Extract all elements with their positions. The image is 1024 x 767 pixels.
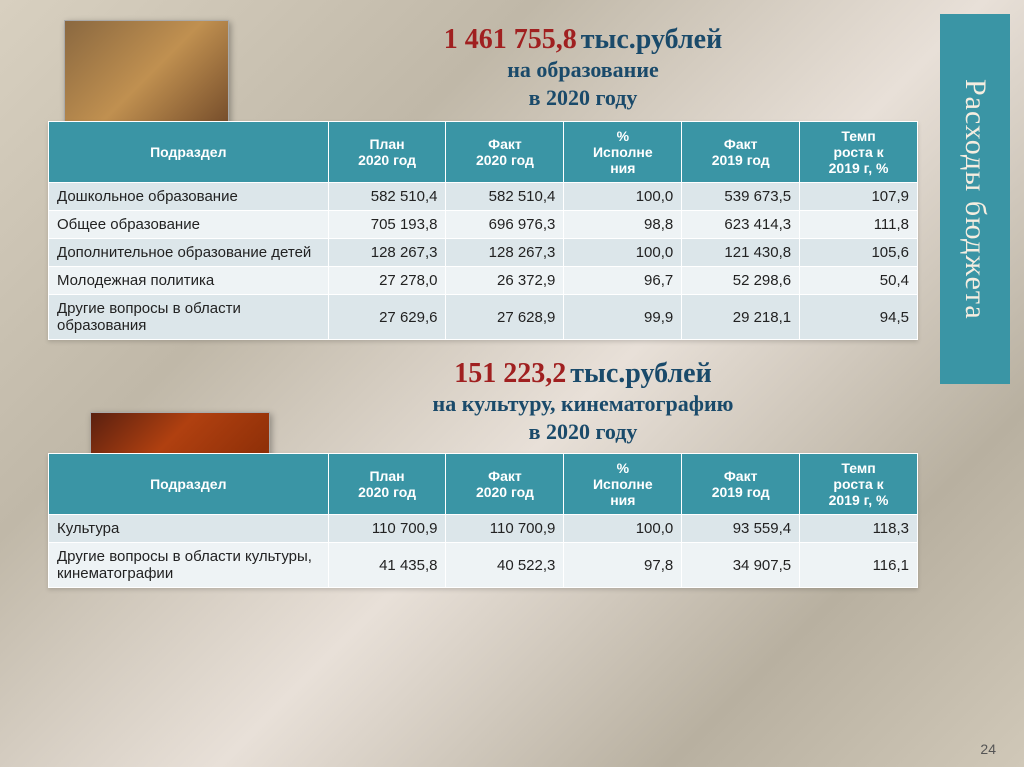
row-label: Молодежная политика (49, 267, 329, 295)
row-value: 107,9 (800, 183, 918, 211)
section1-line1: на образование (507, 57, 659, 82)
section2-amount: 151 223,2 (454, 358, 566, 389)
main-content: 1 461 755,8 тыс.рублей на образование в … (48, 24, 918, 588)
row-label: Культура (49, 515, 329, 543)
row-value: 96,7 (564, 267, 682, 295)
row-label: Дошкольное образование (49, 183, 329, 211)
row-value: 94,5 (800, 295, 918, 340)
row-value: 623 414,3 (682, 211, 800, 239)
row-value: 50,4 (800, 267, 918, 295)
table1-wrap: ПодразделПлан2020 годФакт2020 год%Исполн… (48, 121, 918, 340)
row-value: 100,0 (564, 183, 682, 211)
section1-heading: 1 461 755,8 тыс.рублей на образование в … (248, 24, 918, 111)
row-value: 110 700,9 (328, 515, 446, 543)
row-value: 705 193,8 (328, 211, 446, 239)
table-header: ПодразделПлан2020 годФакт2020 год%Исполн… (49, 454, 918, 515)
row-value: 582 510,4 (446, 183, 564, 211)
col-header: %Исполнения (564, 454, 682, 515)
row-value: 100,0 (564, 515, 682, 543)
row-value: 582 510,4 (328, 183, 446, 211)
section2-line1: на культуру, кинематографию (433, 391, 734, 416)
row-value: 34 907,5 (682, 543, 800, 588)
row-label: Общее образование (49, 211, 329, 239)
col-header: Темпроста к2019 г, % (800, 122, 918, 183)
section2-line2: в 2020 году (529, 419, 638, 444)
row-value: 97,8 (564, 543, 682, 588)
col-header: План2020 год (328, 454, 446, 515)
row-value: 539 673,5 (682, 183, 800, 211)
row-label: Другие вопросы в области культуры, кинем… (49, 543, 329, 588)
row-value: 118,3 (800, 515, 918, 543)
col-header: Факт2019 год (682, 122, 800, 183)
row-value: 696 976,3 (446, 211, 564, 239)
table-row: Дополнительное образование детей128 267,… (49, 239, 918, 267)
col-header: Подраздел (49, 454, 329, 515)
row-value: 110 700,9 (446, 515, 564, 543)
table-row: Дошкольное образование582 510,4582 510,4… (49, 183, 918, 211)
table2-wrap: ПодразделПлан2020 годФакт2020 год%Исполн… (48, 453, 918, 588)
col-header: План2020 год (328, 122, 446, 183)
table-row: Молодежная политика27 278,026 372,996,75… (49, 267, 918, 295)
table-row: Общее образование705 193,8696 976,398,86… (49, 211, 918, 239)
col-header: Подраздел (49, 122, 329, 183)
row-value: 27 629,6 (328, 295, 446, 340)
row-value: 40 522,3 (446, 543, 564, 588)
row-value: 27 628,9 (446, 295, 564, 340)
sidebar-title: Расходы бюджета (958, 79, 992, 320)
table-header: ПодразделПлан2020 годФакт2020 год%Исполн… (49, 122, 918, 183)
education-table: ПодразделПлан2020 годФакт2020 год%Исполн… (48, 121, 918, 340)
row-value: 41 435,8 (328, 543, 446, 588)
table-row: Другие вопросы в области культуры, кинем… (49, 543, 918, 588)
section2-unit: тыс.рублей (570, 358, 711, 389)
col-header: Факт2020 год (446, 122, 564, 183)
table-row: Культура110 700,9110 700,9100,093 559,41… (49, 515, 918, 543)
table-row: Другие вопросы в области образования27 6… (49, 295, 918, 340)
row-label: Дополнительное образование детей (49, 239, 329, 267)
row-value: 116,1 (800, 543, 918, 588)
section1-unit: тыс.рублей (581, 24, 722, 55)
row-value: 98,8 (564, 211, 682, 239)
row-value: 105,6 (800, 239, 918, 267)
row-value: 99,9 (564, 295, 682, 340)
row-value: 128 267,3 (446, 239, 564, 267)
row-value: 93 559,4 (682, 515, 800, 543)
row-label: Другие вопросы в области образования (49, 295, 329, 340)
section1-line2: в 2020 году (529, 85, 638, 110)
row-value: 121 430,8 (682, 239, 800, 267)
row-value: 27 278,0 (328, 267, 446, 295)
culture-table: ПодразделПлан2020 годФакт2020 год%Исполн… (48, 453, 918, 588)
row-value: 26 372,9 (446, 267, 564, 295)
row-value: 111,8 (800, 211, 918, 239)
section2-heading: 151 223,2 тыс.рублей на культуру, кинема… (248, 358, 918, 445)
col-header: %Исполнения (564, 122, 682, 183)
sidebar-box: Расходы бюджета (940, 14, 1010, 384)
page-number: 24 (980, 741, 996, 757)
col-header: Факт2020 год (446, 454, 564, 515)
row-value: 52 298,6 (682, 267, 800, 295)
section1-amount: 1 461 755,8 (444, 24, 577, 55)
row-value: 100,0 (564, 239, 682, 267)
row-value: 29 218,1 (682, 295, 800, 340)
row-value: 128 267,3 (328, 239, 446, 267)
col-header: Факт2019 год (682, 454, 800, 515)
col-header: Темпроста к2019 г, % (800, 454, 918, 515)
